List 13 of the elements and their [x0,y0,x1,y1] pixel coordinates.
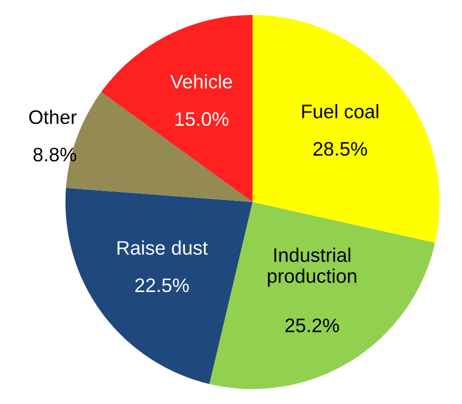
data-label: 15.0% [175,112,228,126]
data-label: 28.5% [314,142,367,156]
pie-slice [209,202,436,390]
data-label: 25.2% [285,318,339,332]
pie-slice [65,188,253,384]
pie-slice [101,14,253,202]
slice-label: Industrial production [268,248,356,287]
slice-label: Fuel coal [302,104,378,118]
slice-label: Other [29,110,77,124]
slice-label: Vehicle [170,74,232,89]
slice-label: Raise dust [118,240,208,255]
pie-slice [252,14,440,243]
data-label: 22.5% [135,278,189,292]
